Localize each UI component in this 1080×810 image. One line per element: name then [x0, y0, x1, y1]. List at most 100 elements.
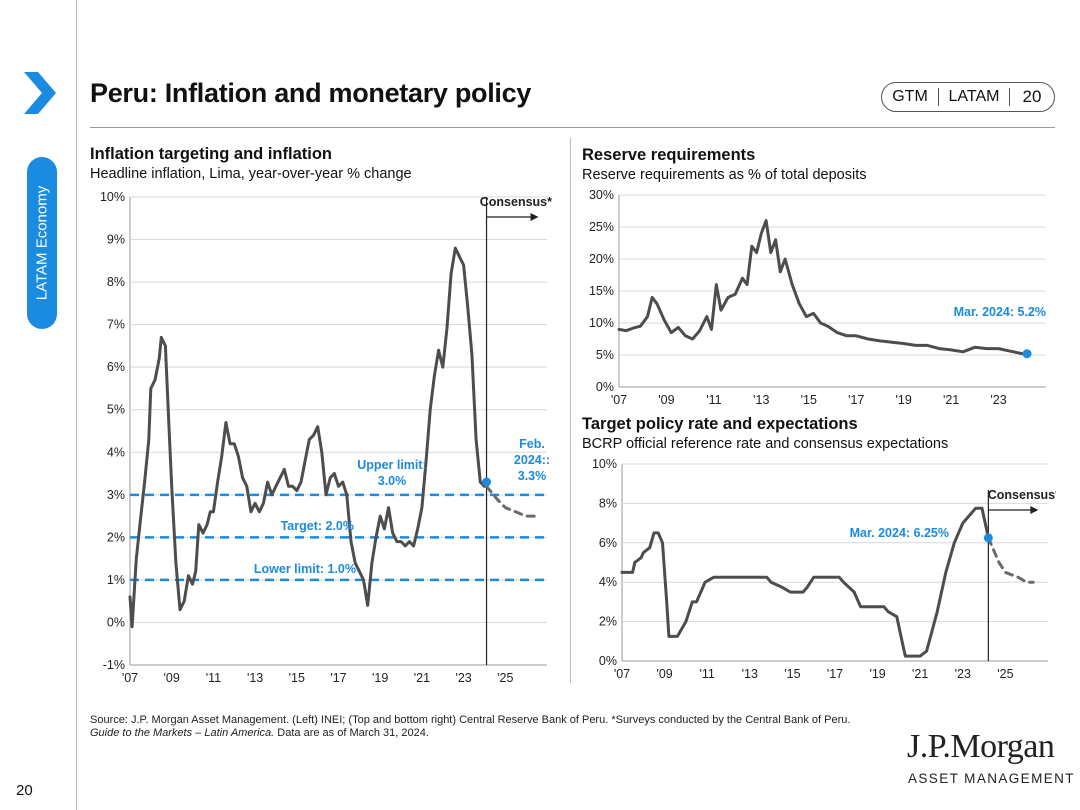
reserve-latest-point [1022, 349, 1032, 359]
policy-latest-point [983, 533, 993, 543]
inflation-y-tick: 6% [107, 360, 125, 374]
reserve-y-tick: 15% [589, 284, 614, 298]
inflation-y-tick: 10% [100, 190, 125, 204]
policy-y-tick: 4% [599, 575, 617, 589]
inflation-x-tick: '13 [247, 671, 263, 685]
inflation-y-tick: 2% [107, 530, 125, 544]
inflation-y-tick: -1% [103, 658, 125, 672]
jpmorgan-logo: J.P.Morgan [907, 728, 1055, 765]
reserve-chart-subtitle: Reserve requirements as % of total depos… [582, 167, 867, 183]
policy-marker-label: Mar. 2024: 6.25% [850, 526, 949, 540]
reserve-x-tick: '09 [658, 393, 674, 407]
policy-chart-subtitle: BCRP official reference rate and consens… [582, 436, 949, 452]
inflation-x-tick: '09 [164, 671, 180, 685]
badge-page: 20 [1022, 87, 1042, 106]
policy-x-tick: '25 [997, 667, 1013, 681]
policy-x-tick: '15 [784, 667, 800, 681]
inflation-consensus-label: Consensus* [480, 195, 552, 209]
policy-x-tick: '13 [742, 667, 758, 681]
section-tab-label: LATAM Economy [33, 185, 51, 301]
reserve-chart: 30% 25% 20% 15% 10% 5% 0%'07 '09 '11 '13 '15 '17 '19… [589, 188, 1046, 407]
inflation-y-tick: 9% [107, 233, 125, 247]
reserve-y-tick: 5% [596, 348, 614, 362]
inflation-x-tick: '25 [497, 671, 513, 685]
inflation-chart-title: Inflation targeting and inflation [90, 145, 332, 163]
lower-limit-label: Lower limit: 1.0% [254, 562, 356, 576]
policy-y-tick: 0% [599, 654, 617, 668]
inflation-x-tick: '15 [289, 671, 305, 685]
inflation-y-tick: 0% [107, 615, 125, 629]
reserve-y-tick: 0% [596, 380, 614, 394]
policy-y-tick: 2% [599, 615, 617, 629]
inflation-y-tick: 5% [107, 403, 125, 417]
page-title: Peru: Inflation and monetary policy [90, 78, 532, 108]
policy-x-tick: '17 [827, 667, 843, 681]
page-number: 20 [16, 782, 33, 799]
inflation-x-tick: '11 [206, 671, 221, 685]
reserve-x-tick: '13 [753, 393, 769, 407]
inflation-consensus-arrowhead [530, 213, 539, 221]
inflation-y-tick: 3% [107, 488, 125, 502]
inflation-x-tick: '19 [372, 671, 388, 685]
section-tab[interactable] [27, 157, 57, 329]
reserve-y-tick: 30% [589, 188, 614, 202]
target-label: Target: 2.0% [281, 519, 354, 533]
badge-gtm: GTM [882, 88, 939, 106]
reserve-y-tick: 20% [589, 252, 614, 266]
reserve-x-tick: '21 [943, 393, 959, 407]
policy-consensus-label: Consensus* [988, 488, 1056, 502]
policy-y-tick: 10% [592, 457, 617, 471]
policy-y-tick: 8% [599, 496, 617, 510]
policy-series-reference-rate [620, 506, 990, 658]
policy-y-tick: 6% [599, 536, 617, 550]
policy-x-tick: '07 [614, 667, 630, 681]
reserve-x-tick: '23 [990, 393, 1006, 407]
inflation-x-tick: '17 [330, 671, 346, 685]
badge-region: LATAM [939, 88, 1010, 106]
reserve-chart-title: Reserve requirements [582, 146, 756, 164]
inflation-y-tick: 1% [107, 573, 125, 587]
chevron-icon [20, 70, 60, 116]
reserve-y-tick: 25% [589, 220, 614, 234]
inflation-chart-subtitle: Headline inflation, Lima, year-over-year… [90, 166, 412, 182]
inflation-y-tick: 8% [107, 275, 125, 289]
inflation-marker-label-line: 2024:: [514, 453, 550, 467]
reserve-x-tick: '19 [896, 393, 912, 407]
reserve-marker-label: Mar. 2024: 5.2% [954, 305, 1046, 319]
policy-consensus-arrowhead [1030, 506, 1039, 514]
inflation-series-consensus [485, 484, 539, 518]
inflation-y-tick: 4% [107, 445, 125, 459]
policy-chart-title: Target policy rate and expectations [582, 415, 858, 433]
policy-x-tick: '21 [912, 667, 928, 681]
inflation-x-tick: '23 [455, 671, 471, 685]
source-note: Source: J.P. Morgan Asset Management. (L… [90, 714, 900, 740]
policy-x-tick: '23 [955, 667, 971, 681]
inflation-marker-label-line: 3.3% [518, 469, 547, 483]
reserve-y-tick: 10% [589, 316, 614, 330]
panel-separator [570, 138, 571, 683]
inflation-latest-point [482, 477, 492, 487]
policy-x-tick: '11 [700, 667, 715, 681]
policy-series-consensus [986, 536, 1035, 584]
upper-limit-label-value: 3.0% [378, 474, 407, 488]
inflation-x-tick: '07 [122, 671, 138, 685]
asset-management-logo: ASSET MANAGEMENT [908, 771, 1075, 786]
reserve-x-tick: '17 [848, 393, 864, 407]
upper-limit-label: Upper limit: 3.0% [357, 458, 426, 488]
reserve-x-tick: '07 [611, 393, 627, 407]
reserve-x-tick: '11 [706, 393, 721, 407]
inflation-chart: 10% 9% 8% 7% 6% 5% 4% 3% 2% 1% 0% -1%'07 '09 '11 '13 '1… [100, 190, 552, 685]
inflation-marker-label: Feb.2024:: 3.3% [514, 437, 550, 483]
policy-x-tick: '09 [656, 667, 672, 681]
inflation-series-headline-inflation [128, 246, 488, 629]
policy-x-tick: '19 [869, 667, 885, 681]
guide-title: Guide to the Markets – Latin America. [90, 727, 275, 739]
upper-limit-label-line: Upper limit: [357, 458, 426, 472]
reserve-series-reserve-requirements [617, 219, 1029, 356]
data-date: Data are as of March 31, 2024. [274, 727, 429, 739]
inflation-x-tick: '21 [414, 671, 430, 685]
left-rule [76, 0, 77, 810]
policy-chart: 10% 8% 6% 4% 2% 0%'07 '09 '11 '13 '15 '17 '19 '21 '23… [592, 457, 1056, 681]
inflation-marker-label-line: Feb. [519, 437, 545, 451]
title-divider [90, 127, 1055, 128]
